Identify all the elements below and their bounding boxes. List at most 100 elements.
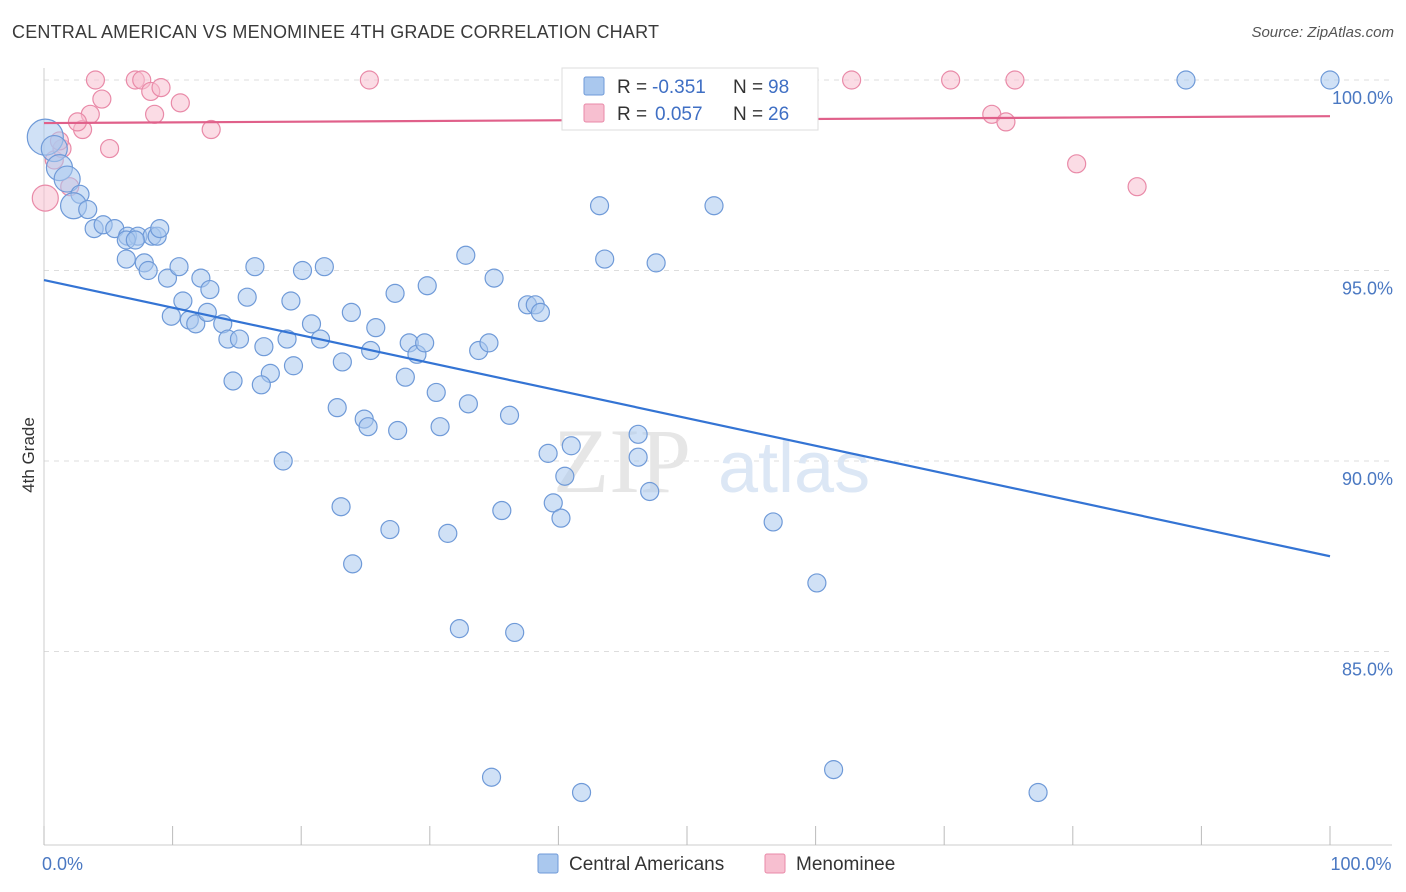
- x-tick-labels: 0.0% 100.0%: [42, 854, 1392, 874]
- central-americans-point-87: [595, 249, 615, 269]
- central-americans-point-80: [543, 493, 563, 513]
- central-americans-point-96: [1176, 70, 1196, 90]
- menominee-point-21: [996, 112, 1016, 132]
- menominee-point-13: [151, 78, 171, 98]
- central-americans-point-72: [555, 466, 575, 486]
- central-americans-point-82: [640, 481, 660, 502]
- central-americans-point-42: [366, 318, 386, 338]
- y-tick-label-0: 85.0%: [1342, 660, 1393, 680]
- watermark-zip: ZIP: [553, 410, 691, 512]
- y-tick-labels: 85.0% 90.0% 95.0% 100.0%: [1332, 88, 1393, 680]
- y-tick-label-1: 90.0%: [1342, 469, 1393, 489]
- menominee-point-7: [99, 138, 120, 159]
- menominee-point-12: [144, 104, 165, 124]
- central-americans-point-91: [807, 573, 827, 593]
- central-americans-point-77: [380, 519, 400, 540]
- y-axis-label: 4th Grade: [19, 417, 38, 493]
- central-americans-point-44: [417, 276, 437, 296]
- central-americans-point-81: [551, 508, 571, 528]
- central-americans-point-24: [292, 260, 313, 281]
- bottom-legend-central-americans: Central Americans: [569, 854, 724, 875]
- bottom-legend: Central Americans Menominee: [537, 853, 895, 875]
- central-americans-point-69: [499, 405, 520, 425]
- central-americans-point-86: [589, 196, 610, 216]
- central-americans-point-78: [438, 523, 458, 543]
- central-americans-point-93: [571, 782, 592, 803]
- gridlines: [44, 79, 1392, 652]
- central-americans-point-57: [283, 356, 304, 376]
- central-americans-point-61: [395, 367, 415, 387]
- central-americans-point-6: [78, 199, 98, 220]
- central-americans-point-27: [200, 279, 220, 300]
- central-americans-point-79: [492, 500, 512, 521]
- x-tick-label-1: 100.0%: [1330, 854, 1391, 874]
- central-americans-point-36: [229, 329, 250, 349]
- central-americans-point-46: [484, 268, 504, 288]
- central-americans-point-16: [125, 230, 145, 250]
- central-americans-point-89: [704, 196, 724, 216]
- menominee-point-18: [941, 70, 961, 90]
- central-americans-point-84: [449, 619, 469, 639]
- central-americans-point-14: [150, 218, 170, 239]
- central-americans-point-17: [116, 249, 136, 269]
- central-americans-point-88: [646, 253, 666, 273]
- legend-box: [561, 67, 819, 131]
- central-americans-point-3: [53, 165, 81, 193]
- menominee-point-15: [201, 119, 221, 140]
- central-americans-point-33: [197, 302, 217, 323]
- chart-source: Source: ZipAtlas.com: [1251, 24, 1394, 41]
- central-americans-point-60: [251, 375, 271, 395]
- central-americans-point-76: [331, 497, 351, 517]
- central-americans-point-55: [479, 333, 499, 353]
- central-americans-point-64: [327, 398, 347, 418]
- central-americans-point-53: [415, 333, 435, 353]
- central-americans-point-74: [628, 447, 648, 467]
- central-americans-point-20: [157, 268, 178, 288]
- legend-swatch-blue: [583, 76, 605, 96]
- legend-n-value-blue: 98: [768, 77, 789, 98]
- menominee-point-23: [1127, 177, 1147, 197]
- central-americans-point-90: [763, 512, 783, 532]
- axes: [43, 68, 1392, 846]
- central-americans-point-21: [169, 257, 189, 277]
- central-americans-point-75: [273, 451, 293, 471]
- menominee-point-16: [359, 70, 379, 90]
- central-americans-point-70: [538, 443, 558, 463]
- central-americans-point-68: [430, 417, 450, 437]
- watermark: ZIP atlas: [553, 410, 870, 512]
- x-tick-label-0: 0.0%: [42, 854, 83, 874]
- central-americans-point-95: [1028, 782, 1048, 803]
- central-americans-point-41: [341, 302, 361, 323]
- menominee-point-6: [92, 89, 112, 109]
- central-americans-point-37: [254, 337, 274, 357]
- central-americans-point-45: [456, 245, 476, 265]
- central-americans-point-32: [186, 314, 206, 334]
- menominee-point-8: [85, 70, 106, 90]
- central-americans-point-85: [505, 622, 525, 643]
- y-tick-label-3: 100.0%: [1332, 88, 1393, 108]
- central-americans-point-23: [245, 257, 265, 277]
- central-americans-point-59: [223, 371, 243, 391]
- central-americans-point-28: [237, 287, 257, 307]
- y-tick-label-2: 95.0%: [1342, 279, 1393, 299]
- chart-title: CENTRAL AMERICAN VS MENOMINEE 4TH GRADE …: [12, 22, 660, 42]
- central-americans-trend-line: [43, 278, 1331, 558]
- central-americans-point-43: [385, 283, 405, 303]
- central-americans-point-63: [458, 394, 478, 414]
- menominee-point-19: [1005, 70, 1025, 90]
- central-americans-point-97: [1320, 70, 1340, 90]
- central-americans-point-29: [281, 291, 301, 311]
- central-americans-point-83: [343, 554, 363, 574]
- legend-r-value-pink: 0.057: [655, 104, 703, 125]
- legend-r-label-pink: R =: [617, 104, 647, 125]
- legend-n-label-blue: N =: [733, 77, 763, 98]
- central-americans-point-49: [530, 302, 550, 323]
- central-americans-point-62: [426, 382, 446, 403]
- menominee-point-17: [842, 70, 862, 90]
- legend-r-value-blue: -0.351: [652, 77, 706, 98]
- central-americans-point-30: [161, 306, 181, 326]
- central-americans-point-94: [824, 760, 844, 780]
- central-americans-point-56: [332, 352, 352, 372]
- legend-n-value-pink: 26: [768, 104, 789, 125]
- legend-r-label-blue: R =: [617, 77, 647, 98]
